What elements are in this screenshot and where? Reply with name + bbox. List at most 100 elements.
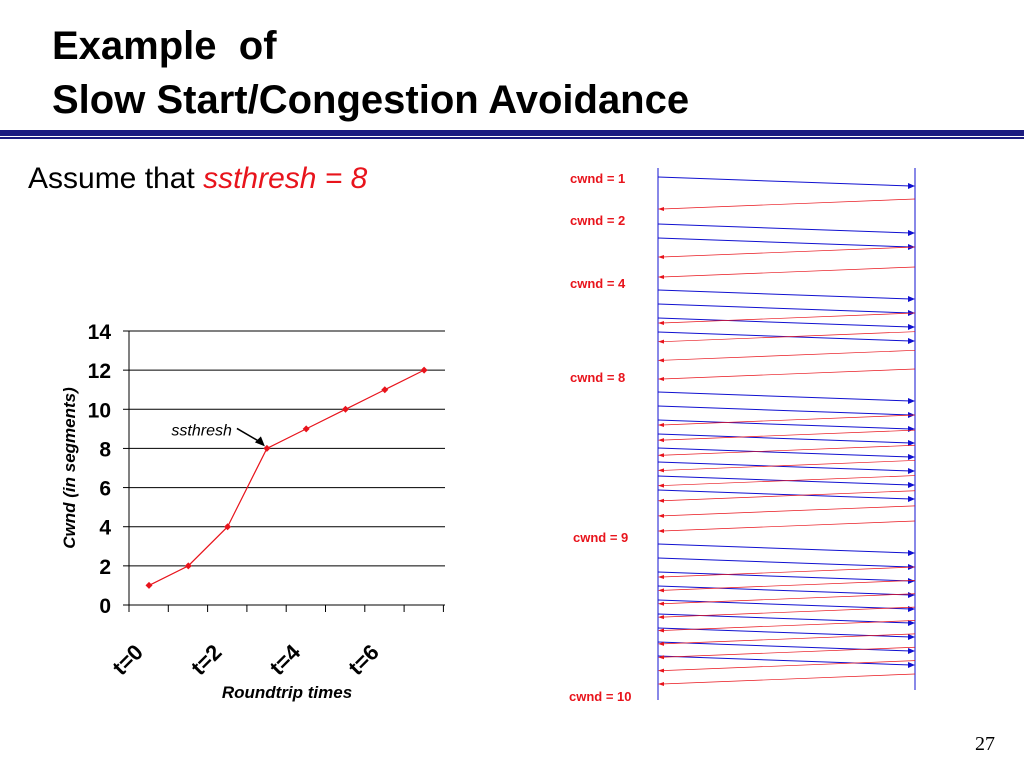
ack-arrowhead	[658, 453, 664, 458]
title-divider	[0, 130, 1024, 136]
segment-arrowhead	[908, 578, 915, 584]
ack-arrowhead	[658, 529, 664, 533]
data-point	[342, 405, 349, 413]
ack-arrowhead	[658, 275, 664, 279]
ack-arrow	[661, 368, 916, 380]
segment-arrowhead	[908, 620, 915, 626]
y-axis-label: Cwnd (in segments)	[60, 387, 79, 549]
segment-arrowhead	[908, 648, 915, 654]
ack-arrow	[661, 606, 916, 618]
ack-arrow	[661, 520, 916, 532]
ack-arrowhead	[658, 682, 664, 686]
ack-arrowhead	[658, 255, 664, 259]
ack-arrowhead	[658, 468, 664, 473]
segment-arrowhead	[908, 468, 915, 474]
ack-arrowhead	[658, 358, 664, 363]
ack-arrow	[661, 444, 916, 456]
cwnd-label: cwnd = 8	[570, 370, 625, 385]
ack-arrow	[661, 660, 916, 671]
ack-arrowhead	[658, 641, 664, 646]
data-point	[420, 366, 428, 374]
ack-arrowhead	[658, 588, 664, 593]
cwnd-label: cwnd = 1	[570, 171, 625, 186]
ack-arrow	[661, 460, 916, 471]
segment-arrowhead	[908, 338, 915, 344]
ack-arrow	[661, 475, 916, 486]
ack-arrowhead	[658, 377, 664, 381]
cwnd-label: cwnd = 10	[569, 689, 632, 704]
y-tick-label: 4	[99, 517, 111, 540]
segment-arrow	[657, 391, 912, 402]
annotation-arrow-line	[236, 427, 262, 444]
ack-arrow	[661, 566, 916, 578]
ack-arrow	[661, 646, 916, 658]
y-tick-label: 8	[99, 438, 111, 461]
ack-arrow	[661, 331, 916, 343]
ack-arrow	[661, 429, 916, 441]
segment-arrow	[657, 303, 912, 314]
segment-arrow	[657, 223, 912, 234]
segment-arrowhead	[908, 550, 915, 556]
segment-arrowhead	[908, 496, 915, 502]
segment-arrow	[657, 461, 912, 472]
segment-arrowhead	[908, 592, 915, 598]
segment-arrowhead	[908, 482, 915, 488]
segment-arrow	[657, 433, 912, 444]
annotation-arrow-head	[254, 436, 265, 447]
ack-arrowhead	[658, 668, 664, 673]
y-tick-label: 6	[99, 478, 111, 501]
data-point	[302, 425, 310, 433]
ack-arrowhead	[658, 438, 664, 443]
cwnd-label: cwnd = 9	[573, 530, 628, 545]
ack-arrowhead	[658, 339, 664, 344]
segment-arrow	[657, 585, 912, 596]
ack-arrow	[661, 593, 916, 605]
segment-arrow	[657, 571, 912, 582]
segment-arrow	[657, 641, 912, 652]
ack-arrowhead	[658, 628, 664, 633]
segment-arrow	[657, 543, 912, 554]
segment-arrow	[657, 289, 912, 300]
y-tick-label: 12	[88, 360, 111, 383]
ack-arrowhead	[658, 601, 664, 606]
y-tick-label: 0	[99, 595, 111, 618]
data-point	[224, 523, 232, 531]
ack-arrow	[661, 620, 916, 631]
segment-arrow	[657, 613, 912, 624]
segment-arrow	[657, 447, 912, 458]
data-point	[184, 562, 192, 570]
ack-arrow	[661, 490, 916, 502]
segment-arrowhead	[908, 454, 915, 460]
ack-arrowhead	[658, 483, 664, 488]
ack-arrowhead	[658, 321, 664, 325]
cwnd-label: cwnd = 2	[570, 213, 625, 228]
segment-arrowhead	[908, 426, 915, 432]
ack-arrow	[661, 673, 916, 685]
segment-arrowhead	[908, 662, 915, 668]
segment-arrowhead	[908, 440, 915, 446]
data-point	[381, 386, 389, 394]
ack-arrow	[661, 312, 916, 324]
ack-arrow	[661, 633, 916, 645]
ack-arrowhead	[658, 207, 664, 211]
slide-title-line-1: Example of	[52, 24, 277, 68]
segment-arrowhead	[908, 296, 915, 302]
ack-arrowhead	[658, 513, 664, 518]
segment-arrow	[657, 405, 912, 416]
segment-arrow	[657, 599, 912, 610]
segment-arrowhead	[908, 230, 915, 236]
ack-arrow	[661, 414, 916, 426]
ack-arrowhead	[658, 655, 664, 660]
segment-arrowhead	[908, 183, 915, 189]
data-point	[145, 581, 153, 589]
ack-arrowhead	[658, 423, 664, 427]
segment-arrowhead	[908, 398, 915, 404]
ack-arrowhead	[658, 498, 664, 503]
x-axis-label: Roundtrip times	[222, 683, 352, 702]
y-tick-label: 2	[99, 556, 111, 579]
y-tick-label: 14	[88, 321, 112, 344]
segment-arrowhead	[908, 634, 915, 640]
ack-arrow	[661, 580, 916, 591]
segment-arrow	[657, 237, 912, 248]
